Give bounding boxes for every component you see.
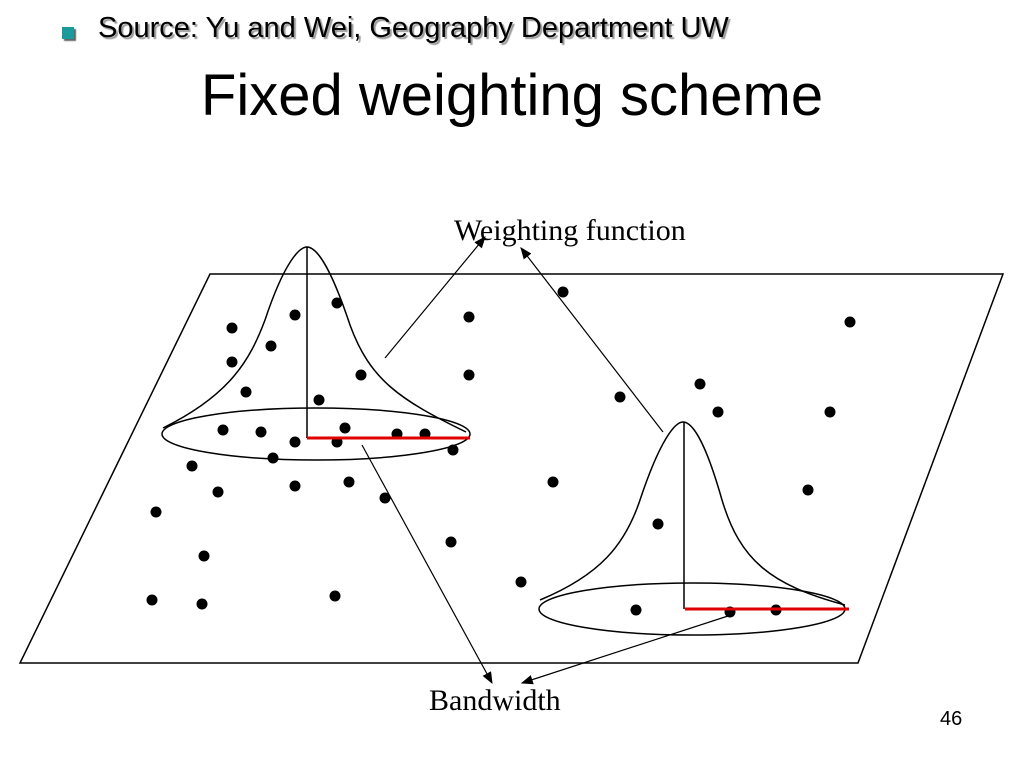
study-area-plane xyxy=(18,273,1005,664)
source-text: Source: Yu and Wei, Geography Department… xyxy=(98,12,729,44)
bullet-icon xyxy=(62,27,74,39)
data-point xyxy=(824,406,836,418)
data-point xyxy=(557,286,569,298)
data-point xyxy=(844,316,856,328)
arrow-bandwidth-right xyxy=(520,615,729,685)
data-point xyxy=(329,590,341,602)
data-point xyxy=(198,550,210,562)
data-point xyxy=(343,476,355,488)
kernel-base-left xyxy=(161,407,471,461)
arrow-bandwidth-left xyxy=(361,444,493,685)
data-point xyxy=(355,369,367,381)
data-point xyxy=(150,506,162,518)
data-point xyxy=(515,576,527,588)
data-point xyxy=(712,406,724,418)
data-point xyxy=(463,311,475,323)
data-point xyxy=(217,424,229,436)
data-point xyxy=(802,484,814,496)
arrow-weighting-right xyxy=(520,247,664,433)
data-point xyxy=(445,536,457,548)
data-point xyxy=(630,604,642,616)
data-point xyxy=(265,340,277,352)
data-point xyxy=(339,422,351,434)
data-point xyxy=(331,297,343,309)
data-point xyxy=(289,436,301,448)
arrow-weighting-left xyxy=(384,236,486,359)
data-point xyxy=(196,598,208,610)
data-point xyxy=(267,452,279,464)
data-point xyxy=(186,460,198,472)
data-point xyxy=(379,492,391,504)
data-point xyxy=(212,486,224,498)
weighting-function-label: Weighting function xyxy=(454,214,686,247)
data-point xyxy=(463,369,475,381)
data-point xyxy=(313,394,325,406)
data-point xyxy=(226,356,238,368)
kernel-curve-right xyxy=(539,421,846,606)
data-point xyxy=(255,426,267,438)
data-point xyxy=(694,378,706,390)
bandwidth-label: Bandwidth xyxy=(429,684,561,717)
data-point xyxy=(240,386,252,398)
slide-title: Fixed weighting scheme xyxy=(200,63,824,128)
page-number: 46 xyxy=(940,708,963,730)
data-point xyxy=(547,476,559,488)
data-point xyxy=(289,480,301,492)
data-point xyxy=(289,309,301,321)
data-point xyxy=(226,322,238,334)
data-point xyxy=(146,594,158,606)
data-point xyxy=(652,518,664,530)
data-point xyxy=(614,391,626,403)
